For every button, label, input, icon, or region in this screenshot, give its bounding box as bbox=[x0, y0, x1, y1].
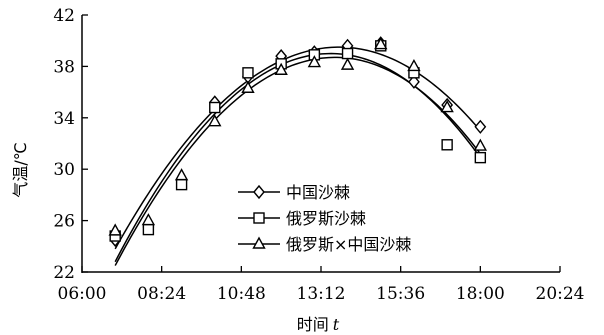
y-tick-label: 38 bbox=[53, 57, 75, 77]
triangle-point bbox=[174, 168, 189, 181]
y-tick-label: 34 bbox=[53, 109, 75, 129]
square-point bbox=[209, 101, 221, 114]
triangle-point bbox=[208, 114, 222, 127]
square-point bbox=[175, 178, 188, 191]
diamond-point bbox=[474, 119, 487, 134]
legend-marker-diamond bbox=[253, 184, 265, 200]
triangle-point bbox=[108, 223, 122, 236]
x-tick-label: 20:24 bbox=[536, 284, 585, 304]
x-axis-label-group: 时间 t bbox=[297, 315, 340, 334]
triangle-point bbox=[141, 213, 156, 226]
square-point bbox=[142, 223, 155, 236]
fit-curve-square bbox=[114, 52, 481, 263]
x-tick-label: 18:00 bbox=[456, 284, 505, 304]
diamond-point bbox=[408, 74, 420, 89]
x-tick-label: 15:36 bbox=[376, 284, 425, 304]
square-point bbox=[242, 67, 254, 79]
triangle-point bbox=[473, 138, 488, 151]
y-tick-label: 22 bbox=[53, 263, 75, 283]
x-tick-label: 10:48 bbox=[217, 284, 266, 304]
legend-label: 俄罗斯×中国沙棘 bbox=[286, 235, 411, 254]
triangle-point bbox=[407, 58, 421, 72]
triangle-point bbox=[274, 62, 288, 75]
y-axis-label: 气温/℃ bbox=[11, 142, 30, 197]
square-point bbox=[441, 139, 453, 151]
triangle-point bbox=[374, 37, 388, 50]
x-tick-label: 06:00 bbox=[58, 284, 107, 304]
legend-marker-triangle bbox=[252, 236, 266, 249]
triangle-point bbox=[307, 55, 322, 68]
square-point bbox=[341, 47, 354, 60]
triangle-point bbox=[440, 100, 454, 113]
x-axis-label: 时间 bbox=[297, 315, 329, 334]
x-axis-variable: t bbox=[333, 315, 340, 334]
fit-curve-triangle bbox=[114, 56, 481, 266]
square-point bbox=[474, 151, 487, 164]
triangle-point bbox=[340, 57, 355, 70]
y-tick-label: 42 bbox=[53, 6, 75, 26]
axes: 06:00 08:24 10:48 13:12 15:36 18:00 20:24 22 26 3… bbox=[53, 6, 584, 304]
legend-marker-square bbox=[253, 212, 265, 224]
y-tick-label: 26 bbox=[53, 212, 75, 232]
legend-label: 俄罗斯沙棘 bbox=[286, 209, 366, 228]
legend-label: 中国沙棘 bbox=[286, 183, 350, 202]
fit-curves bbox=[114, 46, 481, 266]
x-tick-label: 13:12 bbox=[297, 284, 346, 304]
x-tick-label: 08:24 bbox=[137, 284, 186, 304]
y-tick-label: 30 bbox=[53, 160, 75, 180]
data-markers bbox=[108, 36, 488, 247]
triangle-point bbox=[241, 80, 255, 93]
